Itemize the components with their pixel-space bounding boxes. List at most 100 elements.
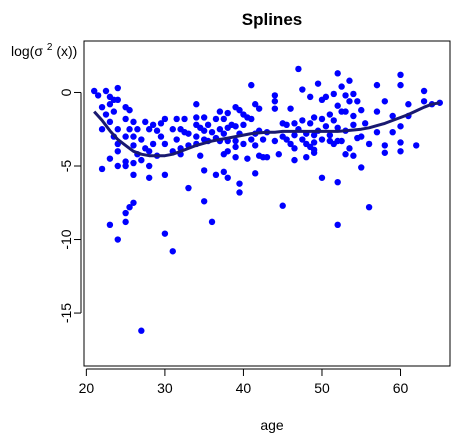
data-point bbox=[291, 120, 298, 127]
data-point bbox=[346, 98, 353, 105]
data-point bbox=[334, 221, 341, 229]
data-point bbox=[420, 87, 428, 95]
data-point bbox=[94, 92, 102, 99]
data-point bbox=[216, 108, 224, 115]
data-point bbox=[114, 96, 121, 104]
data-point bbox=[252, 101, 259, 108]
data-point bbox=[322, 93, 330, 101]
data-point bbox=[102, 111, 110, 118]
data-point bbox=[358, 133, 365, 140]
data-point bbox=[145, 126, 153, 133]
data-point bbox=[232, 153, 239, 161]
data-point bbox=[200, 198, 208, 205]
data-point bbox=[130, 118, 137, 126]
plot-frame bbox=[83, 40, 451, 367]
data-point bbox=[338, 137, 345, 145]
data-point bbox=[271, 137, 279, 145]
data-point bbox=[220, 115, 228, 123]
y-axis-label-prefix: log(σ bbox=[11, 43, 43, 59]
data-point bbox=[98, 126, 106, 133]
data-point bbox=[185, 130, 192, 137]
data-point bbox=[193, 114, 200, 121]
data-point bbox=[342, 92, 349, 99]
data-point bbox=[122, 133, 129, 140]
data-point bbox=[405, 101, 412, 108]
data-point bbox=[224, 174, 231, 181]
data-point bbox=[126, 203, 133, 211]
data-point bbox=[145, 148, 153, 155]
data-point bbox=[169, 248, 176, 255]
data-point bbox=[138, 156, 145, 164]
data-point bbox=[255, 105, 263, 112]
data-point bbox=[303, 153, 310, 161]
data-point bbox=[142, 118, 149, 126]
data-point bbox=[161, 115, 169, 123]
data-point bbox=[138, 327, 145, 334]
data-point bbox=[220, 130, 228, 137]
chart-title: Splines bbox=[242, 10, 302, 29]
data-point bbox=[212, 171, 220, 179]
data-point bbox=[291, 131, 298, 139]
data-point bbox=[102, 87, 110, 95]
x-tick-label: 50 bbox=[314, 380, 330, 396]
data-point bbox=[114, 126, 121, 133]
data-point bbox=[275, 151, 282, 158]
data-point bbox=[126, 106, 133, 114]
data-point bbox=[157, 120, 165, 127]
data-point bbox=[310, 114, 318, 121]
data-point bbox=[110, 108, 118, 115]
data-point bbox=[122, 158, 129, 165]
spline-curve-group bbox=[93, 101, 441, 158]
data-point bbox=[232, 143, 239, 151]
data-point bbox=[232, 123, 239, 130]
data-point bbox=[299, 86, 306, 93]
data-point bbox=[114, 84, 121, 92]
data-point bbox=[197, 152, 204, 159]
data-point bbox=[114, 148, 121, 155]
data-point bbox=[98, 103, 106, 111]
data-point bbox=[389, 112, 396, 120]
y-tick-label: -5 bbox=[58, 160, 74, 173]
data-point bbox=[122, 218, 129, 226]
data-point bbox=[358, 106, 365, 114]
y-tick-label: 0 bbox=[58, 88, 74, 96]
data-point bbox=[389, 128, 396, 136]
data-point bbox=[145, 174, 153, 181]
data-point bbox=[169, 126, 176, 133]
data-point bbox=[232, 137, 239, 145]
data-point bbox=[354, 98, 361, 105]
data-point bbox=[279, 202, 286, 209]
data-point bbox=[310, 131, 318, 139]
data-point bbox=[299, 117, 306, 124]
data-point bbox=[338, 83, 345, 90]
data-point bbox=[130, 159, 137, 167]
data-point bbox=[306, 120, 314, 127]
data-point bbox=[145, 162, 153, 170]
data-point bbox=[216, 126, 224, 133]
data-point bbox=[346, 145, 353, 152]
data-point bbox=[185, 184, 192, 192]
y-axis: 0 -5 -10 -15 bbox=[58, 88, 82, 323]
data-point bbox=[153, 127, 161, 134]
data-point bbox=[220, 168, 228, 176]
data-point bbox=[208, 128, 216, 136]
data-point bbox=[130, 142, 137, 149]
data-point bbox=[248, 136, 255, 143]
data-point bbox=[248, 115, 255, 123]
data-point bbox=[361, 120, 369, 127]
data-point bbox=[334, 102, 341, 109]
spline-curve bbox=[93, 101, 441, 158]
data-point bbox=[322, 123, 330, 130]
data-point bbox=[161, 171, 169, 179]
data-point bbox=[306, 93, 314, 101]
data-point bbox=[350, 121, 357, 129]
data-point bbox=[350, 112, 357, 120]
data-point bbox=[346, 77, 353, 84]
data-point bbox=[397, 71, 404, 79]
data-point bbox=[287, 140, 294, 148]
data-point bbox=[130, 171, 137, 179]
data-point bbox=[252, 142, 259, 149]
data-point bbox=[212, 115, 220, 123]
data-point bbox=[106, 101, 114, 108]
